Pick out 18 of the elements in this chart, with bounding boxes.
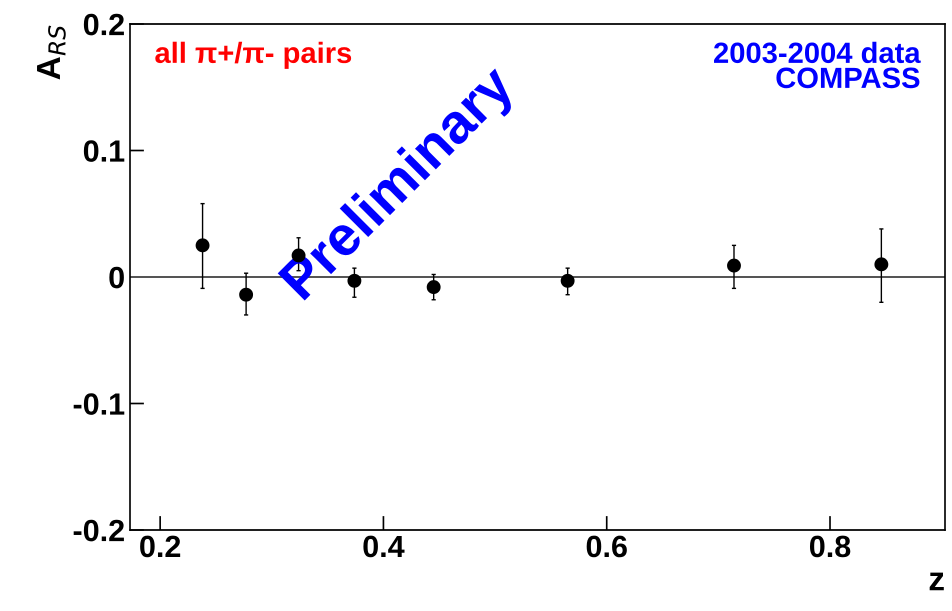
y-tick-label: 0.2 xyxy=(84,14,124,36)
x-tick-label: 0.8 xyxy=(810,536,850,558)
y-axis-title: A$_{RS}$ xyxy=(37,26,66,80)
y-tick-label: 0.1 xyxy=(84,140,124,162)
x-tick-label: 0.4 xyxy=(363,536,405,558)
point xyxy=(560,274,575,288)
point xyxy=(874,257,888,272)
point xyxy=(239,288,254,302)
x-axis-title: z xyxy=(930,572,944,590)
annotation: all π+/π- pairs xyxy=(155,42,352,69)
point xyxy=(727,258,741,273)
x-tick-label: 0.2 xyxy=(140,536,180,558)
y-tick-label: 0 xyxy=(109,266,124,288)
y-tick-label: -0.1 xyxy=(74,393,124,415)
x-tick-label: 0.6 xyxy=(586,536,627,558)
y-tick-label: -0.2 xyxy=(74,520,124,542)
annotation: 2003-2004 data COMPASS xyxy=(714,42,921,88)
point xyxy=(196,238,210,252)
